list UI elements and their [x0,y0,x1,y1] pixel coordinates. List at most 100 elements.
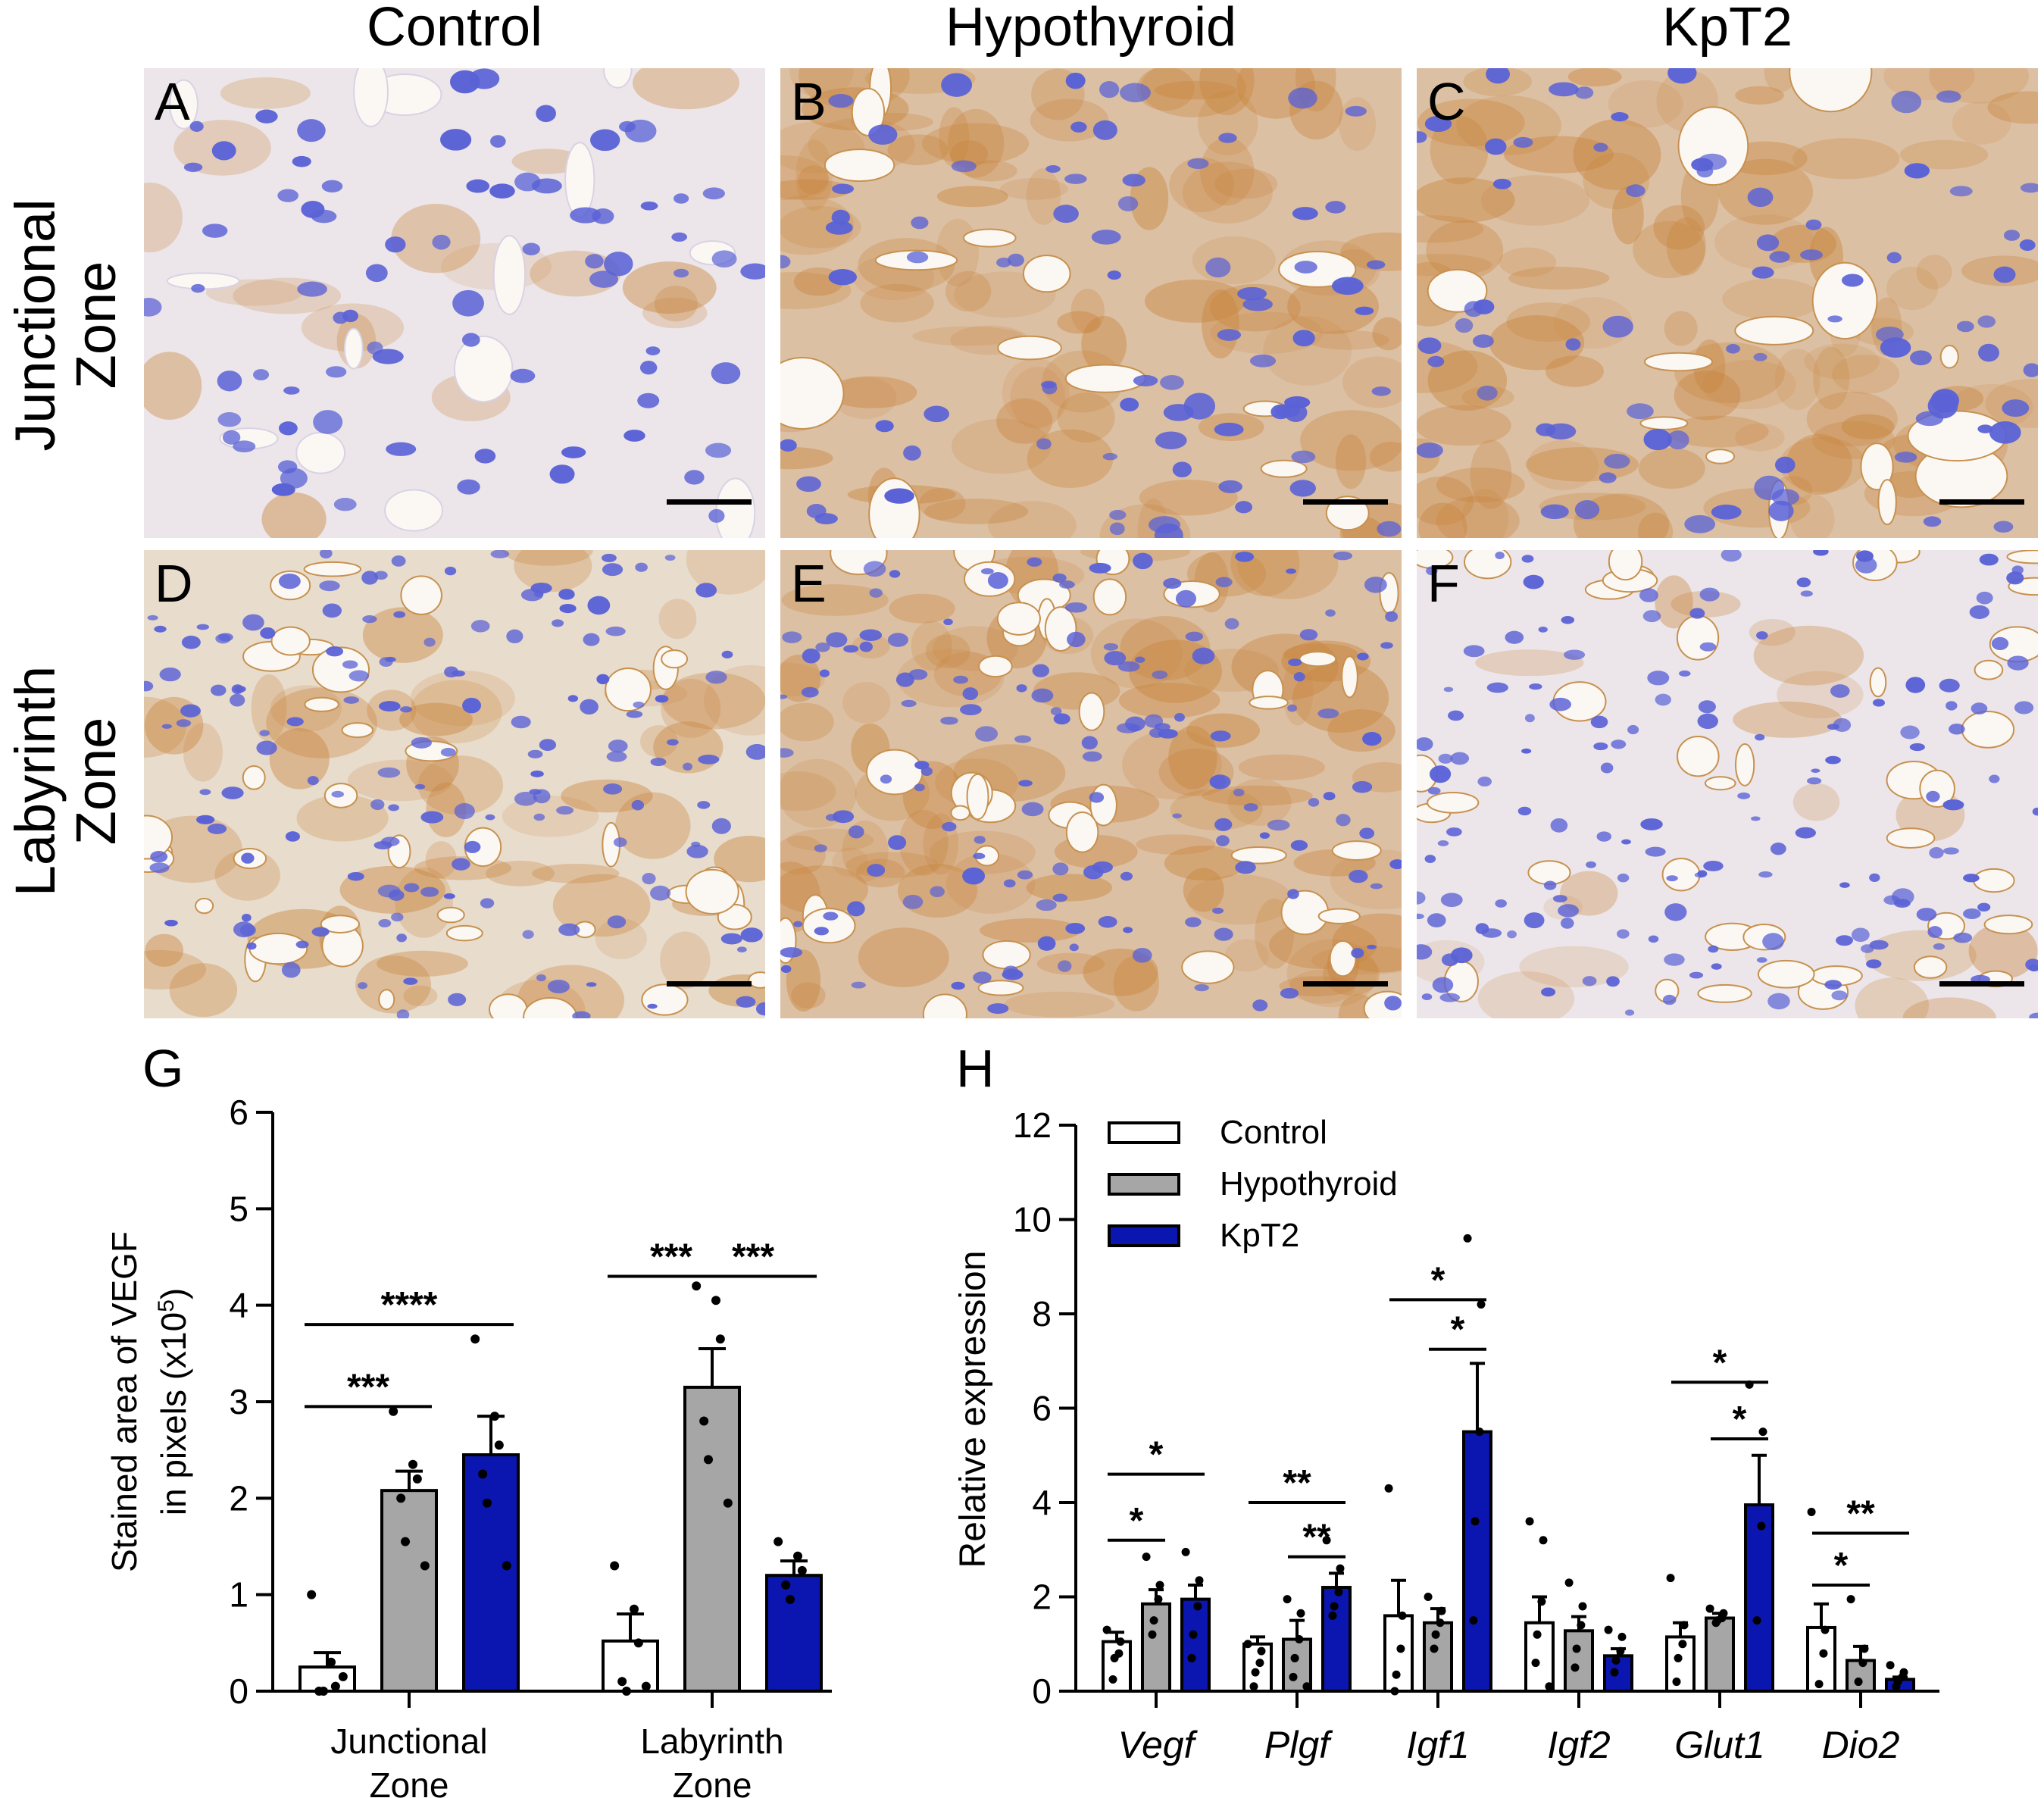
cell-nucleus [271,483,295,496]
vacuole [962,228,1017,248]
cell-nucleus [1185,631,1204,642]
vegf-stain-patch [780,179,852,200]
vegf-stain-patch [642,297,708,329]
cell-nucleus [596,674,610,685]
vegf-stain-patch [1792,783,1840,821]
cell-nucleus [884,488,914,504]
cell-nucleus [319,580,340,592]
cell-nucleus [1214,422,1244,436]
cell-nucleus [695,583,717,598]
cell-nucleus [1325,201,1346,214]
vegf-stain-patch [1674,371,1741,421]
data-point [1578,1602,1587,1611]
cell-nucleus [1417,337,1442,355]
cell-nucleus [1549,82,1579,97]
panel-label-f: F [1427,554,1460,613]
vegf-stain-patch [1230,550,1300,596]
cell-nucleus [1711,504,1742,520]
vegf-stain-patch [842,682,891,724]
cell-nucleus [1351,948,1364,958]
vegf-stain-patch [1764,68,1797,92]
cell-nucleus [1451,947,1473,964]
data-point [1108,1674,1117,1684]
cell-nucleus [154,625,167,633]
cell-nucleus [1385,611,1399,622]
vacuole [400,575,442,615]
cell-nucleus [825,220,853,235]
cell-nucleus [1109,522,1125,536]
cell-nucleus [755,1002,765,1016]
y-tick-label: 2 [1032,1578,1052,1617]
data-point [774,1537,783,1546]
cell-nucleus [199,789,211,796]
data-point [1846,1595,1855,1604]
vegf-stain-patch [780,702,834,742]
vegf-stain-patch [951,418,1052,474]
data-point [1149,1616,1158,1625]
cell-nucleus [1194,983,1209,992]
vegf-stain-patch [912,326,1024,346]
data-point [1672,1678,1681,1687]
cell-nucleus [960,704,982,716]
vegf-stain-patch [1118,683,1220,718]
cell-nucleus [711,818,731,834]
cell-nucleus [1689,608,1705,619]
significance-label: * [1713,1343,1727,1383]
cell-nucleus [1507,930,1517,939]
cell-nucleus [452,670,465,677]
cell-nucleus [1102,452,1117,461]
cell-nucleus [322,603,342,618]
cell-nucleus [1216,835,1230,847]
vegf-stain-patch [1202,289,1239,359]
vacuole [341,722,374,739]
vegf-stain-patch [1499,247,1557,277]
cell-nucleus [1805,219,1822,230]
data-point [610,1561,620,1571]
vegf-stain-patch [1477,971,1575,1018]
vegf-stain-patch [1417,405,1511,446]
cell-nucleus [1953,932,1973,943]
cell-nucleus [1237,286,1267,301]
vegf-stain-patch [1002,358,1070,428]
x-category-label: Zone [370,1765,449,1798]
cell-nucleus [450,70,480,94]
significance-label: * [1733,1399,1747,1440]
bar-hypothyroid [1705,1616,1735,1693]
vegf-stain-patch [887,134,949,166]
data-point [723,1498,733,1508]
cell-nucleus [1904,163,1930,179]
cell-nucleus [1869,940,1889,950]
cell-nucleus [536,105,556,123]
cell-nucleus [522,242,541,255]
cell-nucleus [2006,571,2024,585]
cell-nucleus [1214,818,1233,831]
data-point [704,1455,713,1465]
vacuole [1317,908,1361,924]
vacuole [1939,345,1959,369]
vacuole [295,431,346,474]
vegf-stain-patch [261,492,327,538]
cell-nucleus [1160,374,1184,390]
vegf-stain-patch [362,607,443,663]
cell-nucleus [941,73,973,97]
data-point [1469,1616,1478,1625]
cell-nucleus [365,264,388,283]
cell-nucleus [914,761,930,770]
cell-nucleus [180,704,201,718]
cell-nucleus [385,236,406,253]
cell-nucleus [1133,552,1153,570]
cell-nucleus [1003,879,1016,888]
cell-nucleus [1417,891,1426,905]
data-point [797,1565,807,1575]
vegf-stain-patch [781,584,889,616]
cell-nucleus [189,120,204,132]
vegf-stain-patch [1671,590,1741,618]
vegf-stain-patch [296,795,389,842]
data-point [1255,1659,1264,1668]
cell-nucleus [1977,315,1996,328]
vegf-stain-patch [1831,354,1900,394]
cell-nucleus [2011,565,2024,575]
cell-nucleus [1806,777,1822,785]
cell-nucleus [1018,780,1033,787]
vegf-stain-patch [1902,997,1996,1018]
